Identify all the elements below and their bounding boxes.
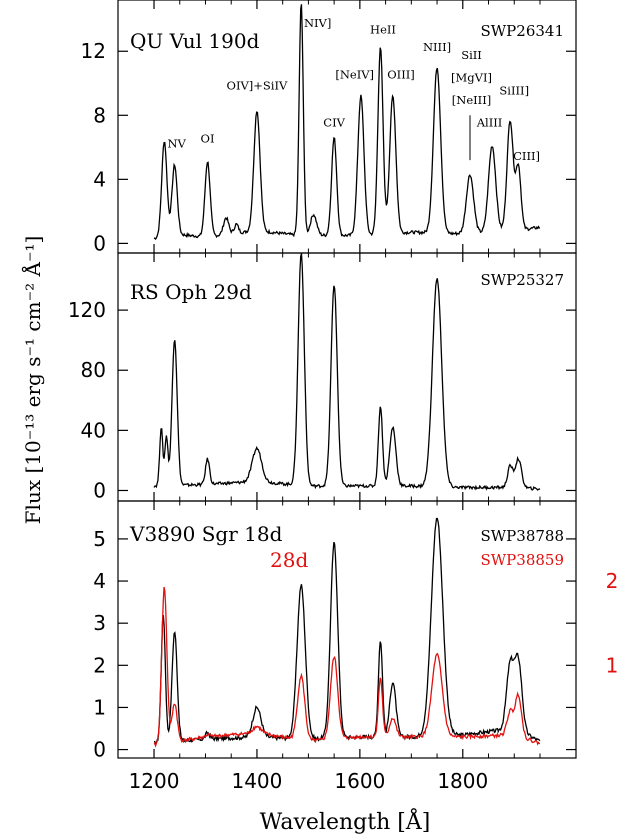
y-tick-label: 5 [93,527,106,551]
line-label: SiIII] [499,83,529,97]
spectrum-line-28d [153,586,540,748]
line-label: NV [167,136,186,150]
line-label: HeII [370,23,396,37]
line-labels: NV OI OIV]+SiIV NIV] CIV [NeIV] HeII OIII] NIII]… [167,16,540,163]
panel-title: QU Vul 190d [130,29,260,53]
y-tick-label: 2 [93,653,106,677]
y-tick-label: 4 [93,569,106,593]
line-label: [NeIII] [452,93,491,107]
series-label-28d: 28d [270,548,308,572]
line-label: [NeIV] [335,67,374,81]
line-label: OIV]+SiIV [227,79,288,93]
line-label: NIII] [423,40,451,54]
spectrum-line [153,4,541,241]
panel-title: V3890 Sgr 18d [129,522,283,546]
panel-ticks: 0 4 8 12 [81,0,576,255]
x-tick-label: 1200 [129,769,180,793]
panel-rs-oph: 0 40 80 120 RS Oph 29d SWP25327 [68,252,577,502]
panel-frame [117,500,577,759]
y-tick-label: 1 [93,695,106,719]
line-label: SiII [461,48,482,62]
line-label: CIII] [513,149,540,163]
right-scale-label: 2 [606,569,619,593]
panel-ticks: 0 40 80 120 [68,253,576,502]
panel-qu-vul: 0 4 8 12 QU Vul 190d SWP26341 NV OI OIV]+SiIV… [81,0,577,255]
spectrum-id: SWP25327 [480,271,564,289]
y-tick-label: 0 [93,738,106,762]
y-tick-label: 3 [93,611,106,635]
x-tick-label: 1600 [334,769,385,793]
panel-v3890-sgr: 0 1 2 3 4 5 V3890 Sgr 18d 28d SWP38788 SWP388… [93,500,577,762]
y-tick-label: 80 [81,358,106,382]
x-tick-label: 1800 [437,769,488,793]
x-tick-label: 1400 [231,769,282,793]
y-tick-label: 0 [93,478,106,502]
line-label: [MgVI] [451,71,492,85]
x-axis-label: Wavelength [Å] [260,807,431,835]
y-tick-label: 0 [93,231,106,255]
y-tick-label: 120 [68,298,106,322]
y-tick-label: 8 [93,103,106,127]
line-label: AlIII [476,116,503,130]
y-tick-label: 12 [81,39,106,63]
spectrum-id-28d: SWP38859 [480,551,564,569]
line-label: OI [201,132,215,146]
x-tick-labels: 1200 1400 1600 1800 [129,769,489,793]
spectrum-line [153,253,541,491]
panel-ticks: 0 1 2 3 4 5 [93,501,576,762]
right-scale-label: 1 [606,653,619,677]
line-label: NIV] [304,16,331,30]
spectrum-id: SWP38788 [480,527,564,545]
right-scale: 21 [606,569,619,677]
spectrum-id: SWP26341 [480,22,564,40]
y-axis-label: Flux [10⁻¹³ erg s⁻¹ cm⁻² Å⁻¹] [20,236,45,525]
y-tick-label: 4 [93,167,106,191]
line-label: CIV [323,116,345,130]
y-tick-label: 40 [81,418,106,442]
panel-title: RS Oph 29d [130,280,252,304]
line-label: OIII] [387,67,415,81]
